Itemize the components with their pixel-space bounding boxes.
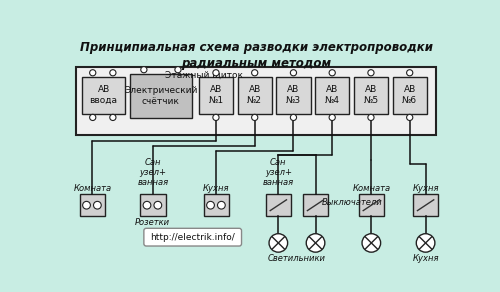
Text: Электрический
счётчик: Электрический счётчик (124, 86, 198, 106)
Circle shape (368, 114, 374, 121)
Circle shape (269, 234, 287, 252)
Circle shape (141, 67, 147, 73)
Text: Кухня: Кухня (412, 184, 439, 193)
Circle shape (329, 114, 336, 121)
Circle shape (362, 234, 380, 252)
Bar (130, 74, 192, 118)
Text: Кухня: Кухня (203, 184, 230, 193)
Text: http://electrik.info/: http://electrik.info/ (150, 233, 235, 242)
Bar (238, 77, 272, 114)
Circle shape (213, 114, 219, 121)
Text: Принципиальная схема разводки электропроводки
радиальным методом: Принципиальная схема разводки электропро… (80, 41, 433, 70)
Text: Сан
узел+
ванная: Сан узел+ ванная (137, 158, 168, 187)
Text: Сан
узел+
ванная: Сан узел+ ванная (263, 158, 294, 187)
Circle shape (329, 70, 336, 76)
Circle shape (206, 201, 214, 209)
Text: АВ
№1: АВ №1 (208, 85, 224, 105)
Text: Светильники: Светильники (268, 254, 326, 263)
Circle shape (368, 70, 374, 76)
Bar (354, 77, 388, 114)
Circle shape (90, 114, 96, 121)
Text: Кухня: Кухня (412, 254, 439, 263)
Circle shape (175, 67, 181, 73)
Circle shape (290, 114, 296, 121)
Text: Комната: Комната (352, 184, 391, 193)
Text: Комната: Комната (74, 184, 112, 193)
Text: АВ
№4: АВ №4 (324, 85, 340, 105)
Circle shape (154, 201, 162, 209)
Circle shape (406, 70, 413, 76)
Bar (315, 77, 349, 114)
FancyBboxPatch shape (144, 228, 242, 246)
Text: АВ
№5: АВ №5 (364, 85, 378, 105)
Circle shape (252, 114, 258, 121)
Text: АВ
№6: АВ №6 (402, 85, 417, 105)
Circle shape (143, 201, 151, 209)
Circle shape (252, 70, 258, 76)
Bar (204, 194, 229, 216)
Circle shape (218, 201, 225, 209)
Circle shape (110, 70, 116, 76)
Bar (140, 194, 166, 216)
Circle shape (306, 234, 325, 252)
Text: АВ
ввода: АВ ввода (90, 85, 118, 105)
Circle shape (110, 114, 116, 121)
Circle shape (213, 70, 219, 76)
Bar (76, 67, 436, 135)
Bar (303, 194, 328, 216)
Text: Выключатели: Выключатели (322, 198, 382, 207)
Bar (199, 77, 233, 114)
Text: АВ
№3: АВ №3 (286, 85, 301, 105)
Bar (392, 77, 427, 114)
Bar (80, 194, 105, 216)
Circle shape (406, 114, 413, 121)
Bar (266, 194, 291, 216)
Circle shape (94, 201, 101, 209)
Text: АВ
№2: АВ №2 (247, 85, 262, 105)
Circle shape (90, 70, 96, 76)
Text: Этажный щиток: Этажный щиток (166, 70, 244, 79)
Circle shape (290, 70, 296, 76)
Bar (82, 77, 126, 114)
Circle shape (416, 234, 435, 252)
Circle shape (82, 201, 90, 209)
Bar (413, 194, 438, 216)
Bar (358, 194, 384, 216)
Text: Розетки: Розетки (135, 218, 170, 227)
Bar (276, 77, 310, 114)
